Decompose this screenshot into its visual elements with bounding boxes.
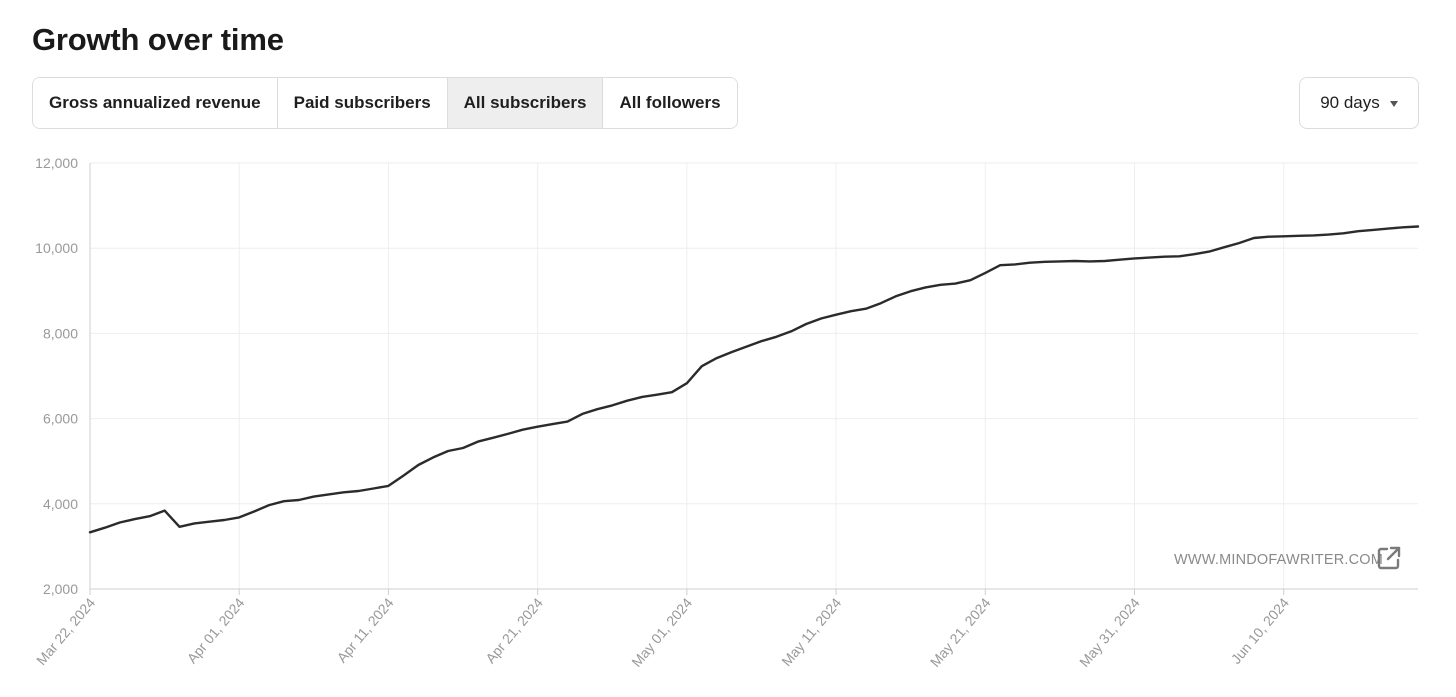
x-tick-label: May 31, 2024 <box>1076 594 1143 669</box>
y-tick-label: 4,000 <box>43 496 78 512</box>
tab-paid-subscribers[interactable]: Paid subscribers <box>277 78 448 128</box>
x-tick-label: Jun 10, 2024 <box>1228 594 1292 666</box>
x-tick-label: Apr 21, 2024 <box>482 594 546 666</box>
watermark-text: WWW.MINDOFAWRITER.COM <box>1174 552 1384 568</box>
chart-axes: 2,000 4,000 6,000 8,000 10,000 12,000 Mar 22, … <box>33 155 1418 670</box>
y-tick-label: 8,000 <box>43 325 78 341</box>
time-range-value: 90 days <box>1320 93 1380 112</box>
page-title: Growth over time <box>32 22 284 57</box>
x-tick-label: Apr 01, 2024 <box>184 594 248 666</box>
y-tick-label: 2,000 <box>43 581 78 597</box>
x-tick-label: Apr 11, 2024 <box>334 594 397 665</box>
tab-all-subscribers[interactable]: All subscribers <box>447 78 604 128</box>
x-tick-label: May 01, 2024 <box>628 594 695 669</box>
x-tick-label: Mar 22, 2024 <box>33 594 98 668</box>
tab-gross-annualized-revenue[interactable]: Gross annualized revenue <box>33 78 278 128</box>
tab-all-followers[interactable]: All followers <box>603 78 737 128</box>
series-line-all-subscribers <box>88 225 1420 534</box>
external-link-icon[interactable] <box>1376 545 1402 571</box>
caret-down-icon <box>1389 100 1398 107</box>
y-tick-label: 6,000 <box>43 411 78 427</box>
x-tick-label: May 11, 2024 <box>778 594 844 669</box>
chart-grid <box>90 162 1418 589</box>
x-tick-label: May 21, 2024 <box>927 594 994 669</box>
y-tick-label: 12,000 <box>35 155 78 171</box>
metric-tabs: Gross annualized revenue Paid subscriber… <box>32 77 738 129</box>
y-tick-label: 10,000 <box>35 240 78 256</box>
chart-series <box>88 225 1420 534</box>
time-range-select[interactable]: 90 days <box>1299 77 1419 129</box>
